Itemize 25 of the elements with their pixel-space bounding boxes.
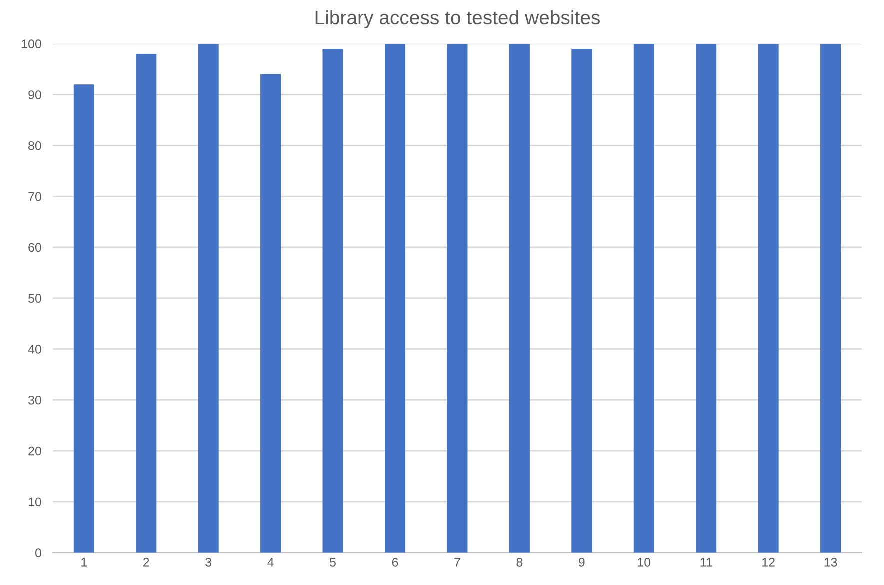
x-tick-label: 2 [144,558,150,567]
x-tick-label: 7 [454,558,460,567]
x-tick-label: 6 [392,558,398,567]
y-tick-label: 20 [28,446,42,456]
y-tick-label: 40 [28,345,42,354]
y-tick-label: 10 [28,498,42,507]
y-tick-label: 70 [28,192,42,202]
y-tick-label: 30 [28,396,42,405]
x-tick-label: 8 [516,558,523,567]
x-tick-label: 5 [330,558,336,567]
y-tick-label: 90 [28,90,42,100]
x-tick-label: 1 [82,558,88,567]
x-tick-label: 12 [762,558,775,567]
y-tick-label: 0 [35,548,42,558]
x-tick-label: 4 [268,558,274,567]
y-tick-label: 100 [22,40,42,49]
y-tick-label: 50 [28,294,42,303]
x-tick-label: 11 [700,558,712,567]
x-tick-label: 10 [638,558,651,567]
y-tick-label: 60 [28,243,42,252]
x-tick-label: 13 [824,558,838,567]
x-tick-label: 3 [206,558,212,567]
y-tick-label: 80 [28,141,42,150]
x-tick-label: 9 [579,558,585,567]
chart-title: Library access to tested websites [316,10,600,28]
